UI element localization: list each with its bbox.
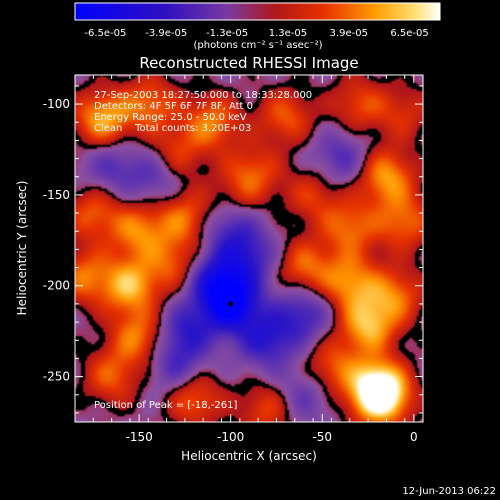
- annotation-counts: Clean Total counts: 3.20E+03: [94, 123, 251, 134]
- x-tick-label: -150: [125, 430, 152, 444]
- colorbar-tick-label: -3.9e-05: [145, 28, 187, 39]
- annotation-time-range: 27-Sep-2003 18:27:50.000 to 18:33:28.000: [94, 90, 312, 101]
- peak-marker: [228, 301, 234, 307]
- annotation-block: 27-Sep-2003 18:27:50.000 to 18:33:28.000…: [94, 90, 312, 411]
- x-axis-label: Heliocentric X (arcsec): [181, 449, 317, 463]
- y-axis-label: Heliocentric Y (arcsec): [15, 181, 29, 316]
- plot-area: -150 -100 -50 0 -250 -200 -150 -100: [43, 74, 424, 444]
- footer-date: 12-Jun-2013 06:22: [402, 486, 496, 497]
- x-tick-label: -100: [217, 430, 244, 444]
- annotation-detectors: Detectors: 4F 5F 6F 7F 8F, Att 0: [94, 101, 253, 112]
- annotation-energy-range: Energy Range: 25.0 - 50.0 keV: [94, 112, 247, 123]
- colorbar-tick-label: 3.9e-05: [330, 28, 368, 39]
- colorbar-tick-label: 1.3e-05: [269, 28, 307, 39]
- chart-title: Reconstructed RHESSI Image: [139, 54, 358, 72]
- colorbar-tick-label: -6.5e-05: [84, 28, 126, 39]
- heatmap-image: [75, 75, 423, 422]
- colorbar: -6.5e-05 -3.9e-05 -1.3e-05 1.3e-05 3.9e-05 6.…: [74, 2, 441, 51]
- y-tick-label: -250: [43, 370, 70, 384]
- axis-ticks: -150 -100 -50 0 -250 -200 -150 -100: [43, 75, 423, 444]
- colorbar-tick-label: 6.5e-05: [390, 28, 428, 39]
- y-tick-label: -150: [43, 188, 70, 202]
- y-tick-label: -100: [43, 97, 70, 111]
- x-tick-label: -50: [312, 430, 332, 444]
- colorbar-units-label: (photons cm⁻² s⁻¹ asec⁻²): [193, 40, 322, 51]
- x-tick-label: 0: [410, 430, 418, 444]
- annotation-peak-position: Position of Peak = [-18,-261]: [94, 400, 238, 411]
- colorbar-tick-label: -1.3e-05: [206, 28, 248, 39]
- y-tick-label: -200: [43, 279, 70, 293]
- plot-frame: [74, 74, 424, 423]
- colorbar-ticks: -6.5e-05 -3.9e-05 -1.3e-05 1.3e-05 3.9e-05 6.…: [84, 28, 428, 39]
- colorbar-gradient: [74, 2, 441, 21]
